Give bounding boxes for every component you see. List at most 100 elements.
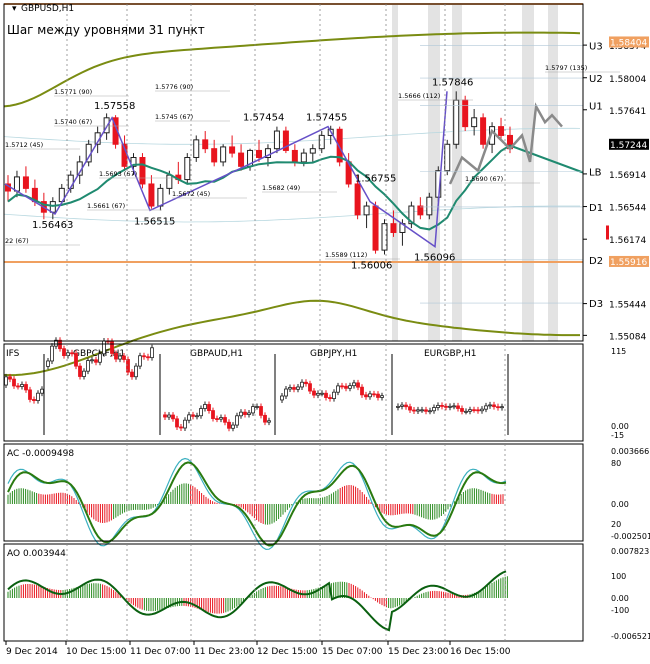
small-annotation: 1.5745 (67) — [155, 113, 193, 121]
candle-body — [336, 128, 343, 163]
index-candle-body — [340, 385, 344, 388]
symbol-label: GBPUSD,H1 — [21, 4, 74, 14]
small-annotation: 1.5776 (90) — [155, 83, 193, 91]
index-candle-body — [420, 409, 424, 412]
index-candle-body — [235, 415, 239, 426]
ao-axis-label: -0.006521 — [611, 632, 650, 641]
candle-body — [166, 174, 173, 189]
index-candle-body — [126, 359, 130, 373]
index-candle-body — [448, 405, 452, 408]
index-candle-body — [110, 341, 114, 354]
ac-label: AC -0.0009498 — [7, 449, 74, 459]
small-annotation: 1.5797 (135) — [545, 64, 587, 72]
candle-body — [282, 130, 289, 151]
index-candle-body — [348, 385, 352, 389]
level-label-u3: U3 — [589, 41, 603, 52]
price-tick-label: 1.58004 — [609, 75, 646, 85]
index-candle-body — [464, 410, 468, 413]
candle-body — [157, 187, 164, 207]
index-candle-body — [404, 404, 408, 408]
index-candle-body — [199, 408, 203, 417]
index-candle-body — [296, 386, 300, 390]
index-candle-body — [259, 406, 263, 416]
orange-price-badge — [609, 255, 649, 267]
ac-axis-label: 20 — [611, 520, 621, 529]
candle-body — [453, 99, 460, 145]
index-candle-body — [304, 381, 308, 385]
index-candle-body — [292, 387, 296, 390]
current-price-badge — [609, 138, 649, 150]
time-tick-label: 11 Dec 07:00 — [130, 647, 191, 657]
panel-frame — [3, 443, 584, 542]
index-candle-body — [288, 387, 292, 390]
index-candle-body — [175, 418, 179, 428]
candle-body — [462, 99, 469, 128]
index-candle-body — [66, 352, 70, 357]
index-candle-body — [247, 412, 251, 415]
session-shade — [428, 4, 440, 341]
index-candle-body — [171, 414, 175, 420]
time-axis: 9 Dec 2014 10 Dec 15:00 11 Dec 07:00 11 Dec… — [5, 641, 511, 657]
small-annotation: 1.5690 (67) — [465, 175, 503, 183]
price-annotation: 1.56096 — [414, 253, 455, 264]
candle-body — [273, 130, 280, 150]
price-annotation: 1.57846 — [432, 77, 473, 88]
orange-price-label: 1.55916 — [610, 258, 647, 268]
index-candle-body — [380, 395, 384, 398]
index-candle-body — [62, 348, 66, 357]
index-candle-body — [251, 406, 255, 414]
index-candle-body — [300, 381, 304, 388]
index-candle-body — [444, 405, 448, 408]
step-note: Шаг между уровнями 31 пункт — [7, 23, 205, 37]
index-candle-body — [328, 397, 332, 399]
index-candle-body — [472, 409, 476, 412]
candle-body — [381, 223, 388, 251]
index-candle-body — [372, 393, 376, 396]
index-candle-body — [211, 410, 215, 419]
price-tick-label: 1.55444 — [609, 301, 646, 311]
index-candle-body — [432, 407, 436, 412]
session-shade — [548, 4, 558, 341]
ao-axis-label: 100 — [611, 572, 626, 581]
index-candle-body — [167, 414, 171, 418]
level-label-d1: D1 — [589, 203, 603, 214]
dropdown-arrow-icon[interactable]: ▾ — [12, 4, 17, 14]
index-candle-body — [456, 405, 460, 409]
candle-body — [202, 139, 209, 150]
index-candle-body — [183, 419, 187, 429]
price-tick-label: 1.57641 — [609, 107, 646, 117]
small-annotation: 22 (67) — [5, 237, 29, 245]
index-candle-body — [118, 355, 122, 360]
index-candle-body — [54, 339, 58, 347]
index-candle-body — [484, 405, 488, 410]
candle-body — [444, 143, 451, 172]
index-candle-body — [74, 353, 78, 367]
index-candle-body — [114, 353, 118, 360]
ao-axis-label: -100 — [611, 606, 629, 615]
inner-channel-line — [3, 205, 580, 223]
candle-body — [139, 157, 146, 185]
forecast-path — [448, 102, 563, 185]
index-candle-body — [219, 417, 223, 420]
candle-body — [408, 205, 415, 225]
candle-body — [354, 183, 361, 216]
candle-body — [49, 201, 56, 213]
ao-label: AO 0.003944 — [7, 549, 66, 559]
index-candle-body — [50, 345, 54, 362]
time-tick-label: 9 Dec 2014 — [6, 647, 58, 657]
index-symbol-label: GBPAUD,H1 — [190, 349, 243, 359]
price-annotation: 1.57454 — [243, 113, 284, 124]
ao-axis-label: 0.007823 — [611, 547, 649, 556]
time-tick-label: 12 Dec 15:00 — [257, 647, 318, 657]
price-annotation: 1.56463 — [32, 220, 73, 231]
ao-indicator-panel: AO 0.003944 0.007823 100 0.00 -100 -0.006521 — [7, 547, 650, 641]
index-candle-body — [78, 365, 82, 377]
session-shade — [392, 4, 398, 341]
index-candle-body — [255, 406, 259, 408]
time-tick-label: 16 Dec 15:00 — [450, 647, 511, 657]
index-candle-body — [460, 408, 464, 412]
top-price-badge — [609, 36, 649, 48]
small-annotation: 1.5682 (49) — [262, 184, 300, 192]
